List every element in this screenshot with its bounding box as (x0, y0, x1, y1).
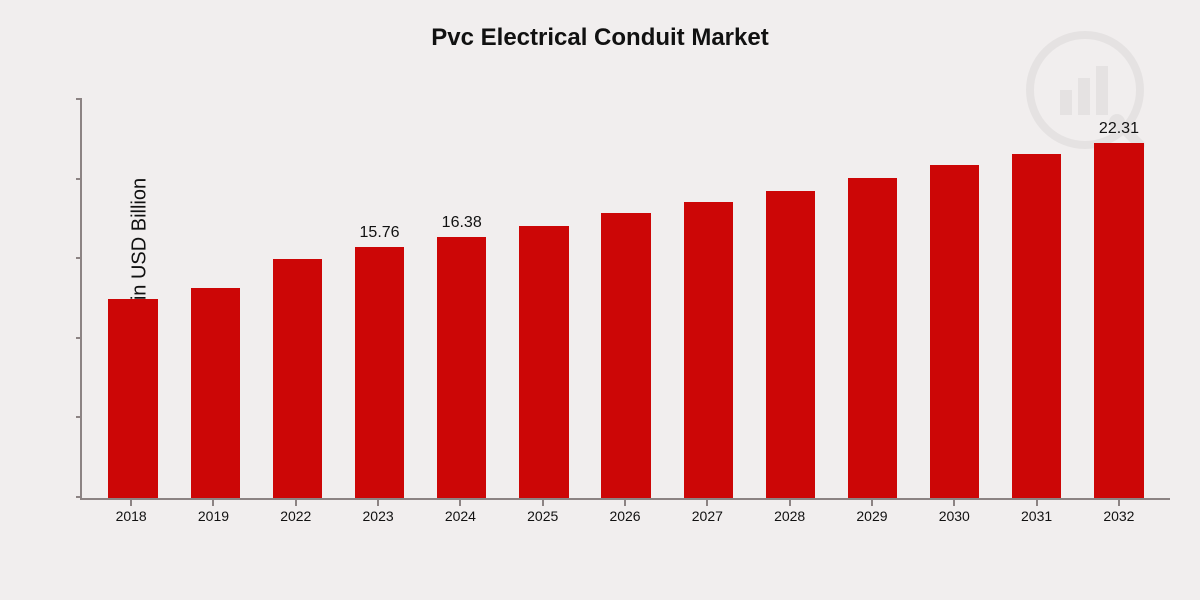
bar-column (996, 100, 1078, 498)
chart-title: Pvc Electrical Conduit Market (0, 24, 1200, 52)
x-tick-column: 2027 (666, 500, 748, 530)
bar-column: 22.31 (1078, 100, 1160, 498)
x-tick-label: 2030 (939, 508, 970, 524)
x-tick-mark (1036, 500, 1038, 506)
x-tick-label: 2025 (527, 508, 558, 524)
x-tick-column: 2018 (90, 500, 172, 530)
x-tick-column: 2023 (337, 500, 419, 530)
x-tick-label: 2023 (363, 508, 394, 524)
bar (1094, 143, 1143, 498)
bar (273, 259, 322, 498)
x-tick-mark (953, 500, 955, 506)
x-tick-label: 2026 (609, 508, 640, 524)
x-tick-label: 2019 (198, 508, 229, 524)
y-tick (76, 257, 82, 259)
bar (930, 165, 979, 498)
x-tick-column: 2019 (172, 500, 254, 530)
y-tick (76, 416, 82, 418)
bar-column (585, 100, 667, 498)
bar-value-label: 15.76 (360, 223, 400, 243)
x-tick-mark (789, 500, 791, 506)
x-tick-mark (295, 500, 297, 506)
x-tick-column: 2025 (502, 500, 584, 530)
y-tick (76, 496, 82, 498)
bar-column (256, 100, 338, 498)
bar (355, 247, 404, 498)
x-tick-column: 2026 (584, 500, 666, 530)
y-tick (76, 337, 82, 339)
x-tick-column: 2022 (255, 500, 337, 530)
bar-column (914, 100, 996, 498)
x-tick-label: 2022 (280, 508, 311, 524)
bar-column (174, 100, 256, 498)
x-tick-mark (459, 500, 461, 506)
x-tick-label: 2031 (1021, 508, 1052, 524)
bar (1012, 154, 1061, 498)
x-axis: 2018 2019 2022 2023 2024 2025 2026 2027 2028 2029… (80, 500, 1170, 530)
x-tick-label: 2018 (116, 508, 147, 524)
x-tick-column: 2030 (913, 500, 995, 530)
x-tick-label: 2029 (856, 508, 887, 524)
x-tick-mark (624, 500, 626, 506)
bar (848, 178, 897, 498)
bar (108, 299, 157, 498)
plot-area: 15.76 16.38 22.31 (80, 100, 1170, 500)
bar (601, 213, 650, 498)
bar-column: 16.38 (421, 100, 503, 498)
bar (684, 202, 733, 498)
x-tick-column: 2029 (831, 500, 913, 530)
x-tick-column: 2024 (419, 500, 501, 530)
x-tick-column: 2028 (749, 500, 831, 530)
x-tick-mark (542, 500, 544, 506)
x-tick-mark (1118, 500, 1120, 506)
bars-container: 15.76 16.38 22.31 (82, 100, 1170, 498)
x-tick-label: 2032 (1103, 508, 1134, 524)
bar-value-label: 22.31 (1099, 119, 1139, 139)
x-tick-label: 2028 (774, 508, 805, 524)
bar-value-label: 16.38 (442, 213, 482, 233)
x-tick-mark (130, 500, 132, 506)
bar-column (667, 100, 749, 498)
bar-column: 15.76 (338, 100, 420, 498)
x-tick-label: 2024 (445, 508, 476, 524)
bar (437, 237, 486, 498)
y-tick (76, 178, 82, 180)
y-tick (76, 98, 82, 100)
bar (191, 288, 240, 498)
x-tick-mark (212, 500, 214, 506)
chart-area: 15.76 16.38 22.31 2018 2019 2022 2023 2024 2025… (80, 100, 1170, 530)
x-tick-mark (871, 500, 873, 506)
x-tick-label: 2027 (692, 508, 723, 524)
x-tick-mark (377, 500, 379, 506)
bar-column (831, 100, 913, 498)
x-tick-column: 2031 (995, 500, 1077, 530)
bar-column (749, 100, 831, 498)
bar-column (503, 100, 585, 498)
bar (766, 191, 815, 498)
bar-column (92, 100, 174, 498)
x-tick-mark (706, 500, 708, 506)
bar (519, 226, 568, 498)
x-tick-column: 2032 (1078, 500, 1160, 530)
